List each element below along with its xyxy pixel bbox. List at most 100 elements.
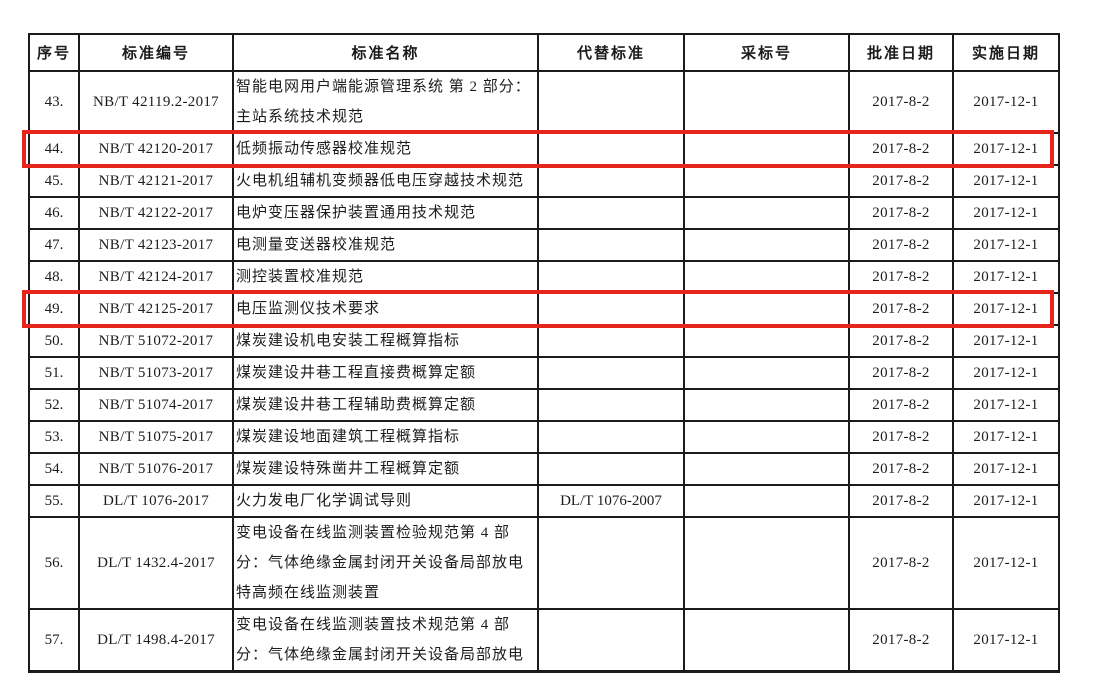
approval-date-cell: 2017-8-2 (848, 228, 954, 262)
column-header-adopted: 采标号 (683, 33, 850, 72)
implementation-date-cell: 2017-12-1 (952, 388, 1060, 422)
implementation-date-cell: 2017-12-1 (952, 356, 1060, 390)
approval-date-cell: 2017-8-2 (848, 324, 954, 358)
adopted-number-cell (683, 292, 850, 326)
adopted-number-cell (683, 452, 850, 486)
replaced-standard-cell (537, 196, 685, 230)
replaced-standard-cell (537, 608, 685, 673)
replaced-standard-cell (537, 420, 685, 454)
name-cell: 煤炭建设地面建筑工程概算指标 (232, 420, 539, 454)
replaced-standard-cell (537, 388, 685, 422)
adopted-number-cell (683, 228, 850, 262)
replaced-standard-cell (537, 228, 685, 262)
approval-date-cell: 2017-8-2 (848, 356, 954, 390)
standards-table-body: 43. NB/T 42119.2-2017 智能电网用户端能源管理系统 第 2 … (28, 70, 1060, 673)
code-cell: DL/T 1076-2017 (78, 484, 234, 518)
serial-cell: 57. (28, 608, 80, 673)
replaced-standard-cell (537, 164, 685, 198)
table-row: 53. NB/T 51075-2017 煤炭建设地面建筑工程概算指标 2017-… (28, 420, 1060, 454)
approval-date-cell: 2017-8-2 (848, 132, 954, 166)
implementation-date-cell: 2017-12-1 (952, 608, 1060, 673)
table-row: 56. DL/T 1432.4-2017 变电设备在线监测装置检验规范第 4 部… (28, 516, 1060, 610)
name-cell: 煤炭建设井巷工程直接费概算定额 (232, 356, 539, 390)
replaced-standard-cell (537, 516, 685, 610)
name-cell: 电测量变送器校准规范 (232, 228, 539, 262)
approval-date-cell: 2017-8-2 (848, 452, 954, 486)
implementation-date-cell: 2017-12-1 (952, 132, 1060, 166)
replaced-standard-cell (537, 292, 685, 326)
serial-cell: 55. (28, 484, 80, 518)
code-cell: NB/T 42120-2017 (78, 132, 234, 166)
code-cell: NB/T 51074-2017 (78, 388, 234, 422)
column-header-implementation: 实施日期 (952, 33, 1060, 72)
code-cell: NB/T 42119.2-2017 (78, 70, 234, 134)
name-cell: 火力发电厂化学调试导则 (232, 484, 539, 518)
table-row: 49. NB/T 42125-2017 电压监测仪技术要求 2017-8-2 2… (28, 292, 1060, 326)
implementation-date-cell: 2017-12-1 (952, 420, 1060, 454)
code-cell: NB/T 51072-2017 (78, 324, 234, 358)
table-row: 51. NB/T 51073-2017 煤炭建设井巷工程直接费概算定额 2017… (28, 356, 1060, 390)
name-cell: 煤炭建设机电安装工程概算指标 (232, 324, 539, 358)
adopted-number-cell (683, 324, 850, 358)
implementation-date-cell: 2017-12-1 (952, 292, 1060, 326)
implementation-date-cell: 2017-12-1 (952, 516, 1060, 610)
approval-date-cell: 2017-8-2 (848, 420, 954, 454)
table-header: 序号 标准编号 标准名称 代替标准 采标号 批准日期 实施日期 (28, 33, 1060, 72)
adopted-number-cell (683, 420, 850, 454)
serial-cell: 45. (28, 164, 80, 198)
name-cell: 变电设备在线监测装置技术规范第 4 部分：气体绝缘金属封闭开关设备局部放电 (232, 608, 539, 673)
serial-cell: 53. (28, 420, 80, 454)
serial-cell: 44. (28, 132, 80, 166)
serial-cell: 49. (28, 292, 80, 326)
column-header-name: 标准名称 (232, 33, 539, 72)
adopted-number-cell (683, 164, 850, 198)
approval-date-cell: 2017-8-2 (848, 260, 954, 294)
implementation-date-cell: 2017-12-1 (952, 164, 1060, 198)
name-cell: 火电机组辅机变频器低电压穿越技术规范 (232, 164, 539, 198)
adopted-number-cell (683, 70, 850, 134)
code-cell: NB/T 51073-2017 (78, 356, 234, 390)
serial-cell: 54. (28, 452, 80, 486)
approval-date-cell: 2017-8-2 (848, 388, 954, 422)
name-cell: 低频振动传感器校准规范 (232, 132, 539, 166)
name-cell: 煤炭建设井巷工程辅助费概算定额 (232, 388, 539, 422)
approval-date-cell: 2017-8-2 (848, 164, 954, 198)
serial-cell: 51. (28, 356, 80, 390)
serial-cell: 46. (28, 196, 80, 230)
column-header-replaced: 代替标准 (537, 33, 685, 72)
approval-date-cell: 2017-8-2 (848, 70, 954, 134)
replaced-standard-cell (537, 452, 685, 486)
implementation-date-cell: 2017-12-1 (952, 228, 1060, 262)
adopted-number-cell (683, 388, 850, 422)
code-cell: NB/T 42123-2017 (78, 228, 234, 262)
adopted-number-cell (683, 608, 850, 673)
code-cell: NB/T 42125-2017 (78, 292, 234, 326)
column-header-code: 标准编号 (78, 33, 234, 72)
table-row: 52. NB/T 51074-2017 煤炭建设井巷工程辅助费概算定额 2017… (28, 388, 1060, 422)
approval-date-cell: 2017-8-2 (848, 292, 954, 326)
table-row: 48. NB/T 42124-2017 测控装置校准规范 2017-8-2 20… (28, 260, 1060, 294)
adopted-number-cell (683, 260, 850, 294)
replaced-standard-cell (537, 132, 685, 166)
name-cell: 电炉变压器保护装置通用技术规范 (232, 196, 539, 230)
name-cell: 智能电网用户端能源管理系统 第 2 部分：主站系统技术规范 (232, 70, 539, 134)
adopted-number-cell (683, 196, 850, 230)
replaced-standard-cell (537, 324, 685, 358)
implementation-date-cell: 2017-12-1 (952, 452, 1060, 486)
adopted-number-cell (683, 516, 850, 610)
implementation-date-cell: 2017-12-1 (952, 196, 1060, 230)
name-cell: 电压监测仪技术要求 (232, 292, 539, 326)
implementation-date-cell: 2017-12-1 (952, 70, 1060, 134)
serial-cell: 43. (28, 70, 80, 134)
approval-date-cell: 2017-8-2 (848, 196, 954, 230)
code-cell: DL/T 1498.4-2017 (78, 608, 234, 673)
table-row: 45. NB/T 42121-2017 火电机组辅机变频器低电压穿越技术规范 2… (28, 164, 1060, 198)
replaced-standard-cell (537, 356, 685, 390)
table-row: 50. NB/T 51072-2017 煤炭建设机电安装工程概算指标 2017-… (28, 324, 1060, 358)
adopted-number-cell (683, 356, 850, 390)
table-row: 44. NB/T 42120-2017 低频振动传感器校准规范 2017-8-2… (28, 132, 1060, 166)
table-row: 54. NB/T 51076-2017 煤炭建设特殊凿井工程概算定额 2017-… (28, 452, 1060, 486)
name-cell: 煤炭建设特殊凿井工程概算定额 (232, 452, 539, 486)
adopted-number-cell (683, 484, 850, 518)
code-cell: NB/T 42121-2017 (78, 164, 234, 198)
